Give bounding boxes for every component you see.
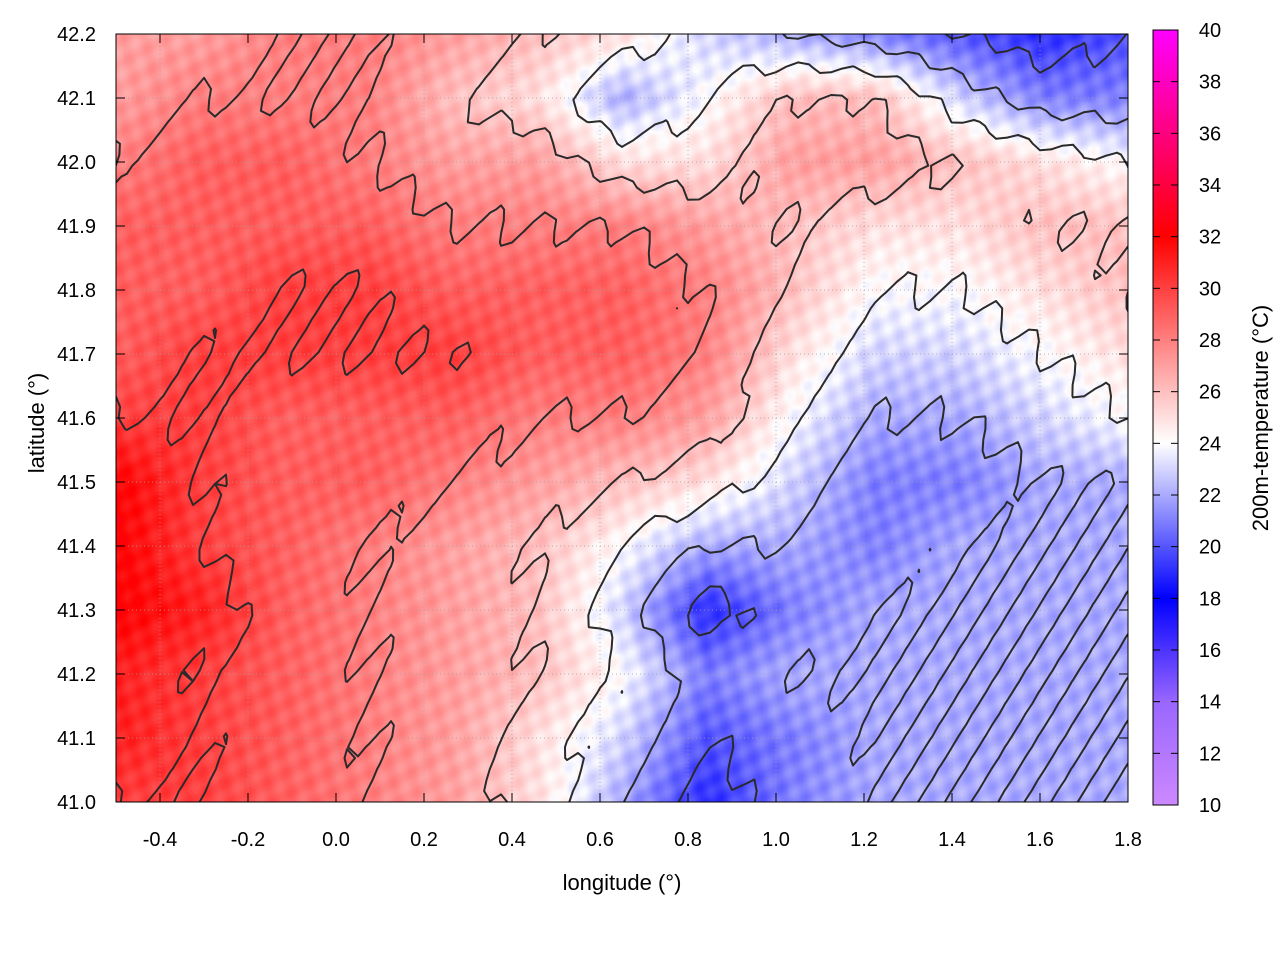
colorbar-tick-label: 34 (1199, 175, 1221, 197)
colorbar (1152, 29, 1179, 806)
y-tick-label: 42.2 (57, 24, 96, 46)
colorbar-tick-labels: 10 12 14 16 18 20 22 24 26 28 30 32 34 36 38 40 (1199, 20, 1221, 817)
colorbar-tick-label: 40 (1199, 20, 1221, 42)
contour-28 (116, 34, 717, 802)
y-tick-label: 41.8 (57, 280, 96, 302)
y-tick-label: 42.0 (57, 152, 96, 174)
x-tick-label: 1.4 (938, 829, 966, 851)
y-tick-label: 41.4 (57, 536, 96, 558)
colorbar-ticks (1153, 29, 1178, 806)
y-tick-labels: 41.0 41.1 41.2 41.3 41.4 41.5 41.6 41.7 41.8 41.9… (57, 24, 96, 814)
y-tick-label: 41.6 (57, 408, 96, 430)
contour-24 (564, 34, 1128, 802)
y-tick-label: 41.0 (57, 792, 96, 814)
y-tick-label: 41.9 (57, 216, 96, 238)
x-tick-label: 1.0 (762, 829, 790, 851)
y-tick-label: 41.7 (57, 344, 96, 366)
y-tick-label: 41.5 (57, 472, 96, 494)
x-tick-label: -0.4 (143, 829, 177, 851)
x-tick-label: 0.6 (586, 829, 614, 851)
contour-22 (623, 34, 1128, 802)
colorbar-tick-label: 16 (1199, 640, 1221, 662)
x-axis-label: longitude (°) (563, 870, 682, 895)
y-tick-label: 41.1 (57, 728, 96, 750)
colorbar-tick-label: 24 (1199, 433, 1221, 455)
grid-lines (116, 33, 1129, 803)
colorbar-tick-label: 28 (1199, 330, 1221, 352)
colorbar-label: 200m-temperature (°C) (1248, 305, 1273, 531)
colorbar-tick-label: 10 (1199, 795, 1221, 817)
contour-20 (677, 34, 1128, 802)
colorbar-tick-label: 36 (1199, 123, 1221, 145)
y-tick-label: 41.2 (57, 664, 96, 686)
x-tick-label: 1.8 (1114, 829, 1142, 851)
x-tick-label: -0.2 (231, 829, 265, 851)
y-axis-label: latitude (°) (24, 373, 49, 474)
y-tick-label: 41.3 (57, 600, 96, 622)
x-tick-label: 0.8 (674, 829, 702, 851)
contour-30 (116, 268, 472, 802)
colorbar-tick-label: 14 (1199, 692, 1221, 714)
contour-lines (116, 34, 1128, 802)
x-tick-label: 1.2 (850, 829, 878, 851)
colorbar-tick-label: 20 (1199, 537, 1221, 559)
colorbar-tick-label: 18 (1199, 588, 1221, 610)
x-tick-label: 0.0 (322, 829, 350, 851)
colorbar-tick-label: 22 (1199, 485, 1221, 507)
colorbar-tick-label: 12 (1199, 743, 1221, 765)
x-tick-label: 1.6 (1026, 829, 1054, 851)
axis-ticks (116, 33, 1129, 803)
x-tick-labels: -0.4 -0.2 0.0 0.2 0.4 0.6 0.8 1.0 1.2 1.4 1.6 1.8 (143, 829, 1142, 851)
y-tick-label: 42.1 (57, 88, 96, 110)
colorbar-tick-label: 26 (1199, 382, 1221, 404)
x-tick-label: 0.4 (498, 829, 526, 851)
colorbar-tick-label: 32 (1199, 227, 1221, 249)
colorbar-tick-label: 38 (1199, 72, 1221, 94)
contour-26 (466, 34, 1128, 802)
colorbar-tick-label: 30 (1199, 278, 1221, 300)
x-tick-label: 0.2 (410, 829, 438, 851)
